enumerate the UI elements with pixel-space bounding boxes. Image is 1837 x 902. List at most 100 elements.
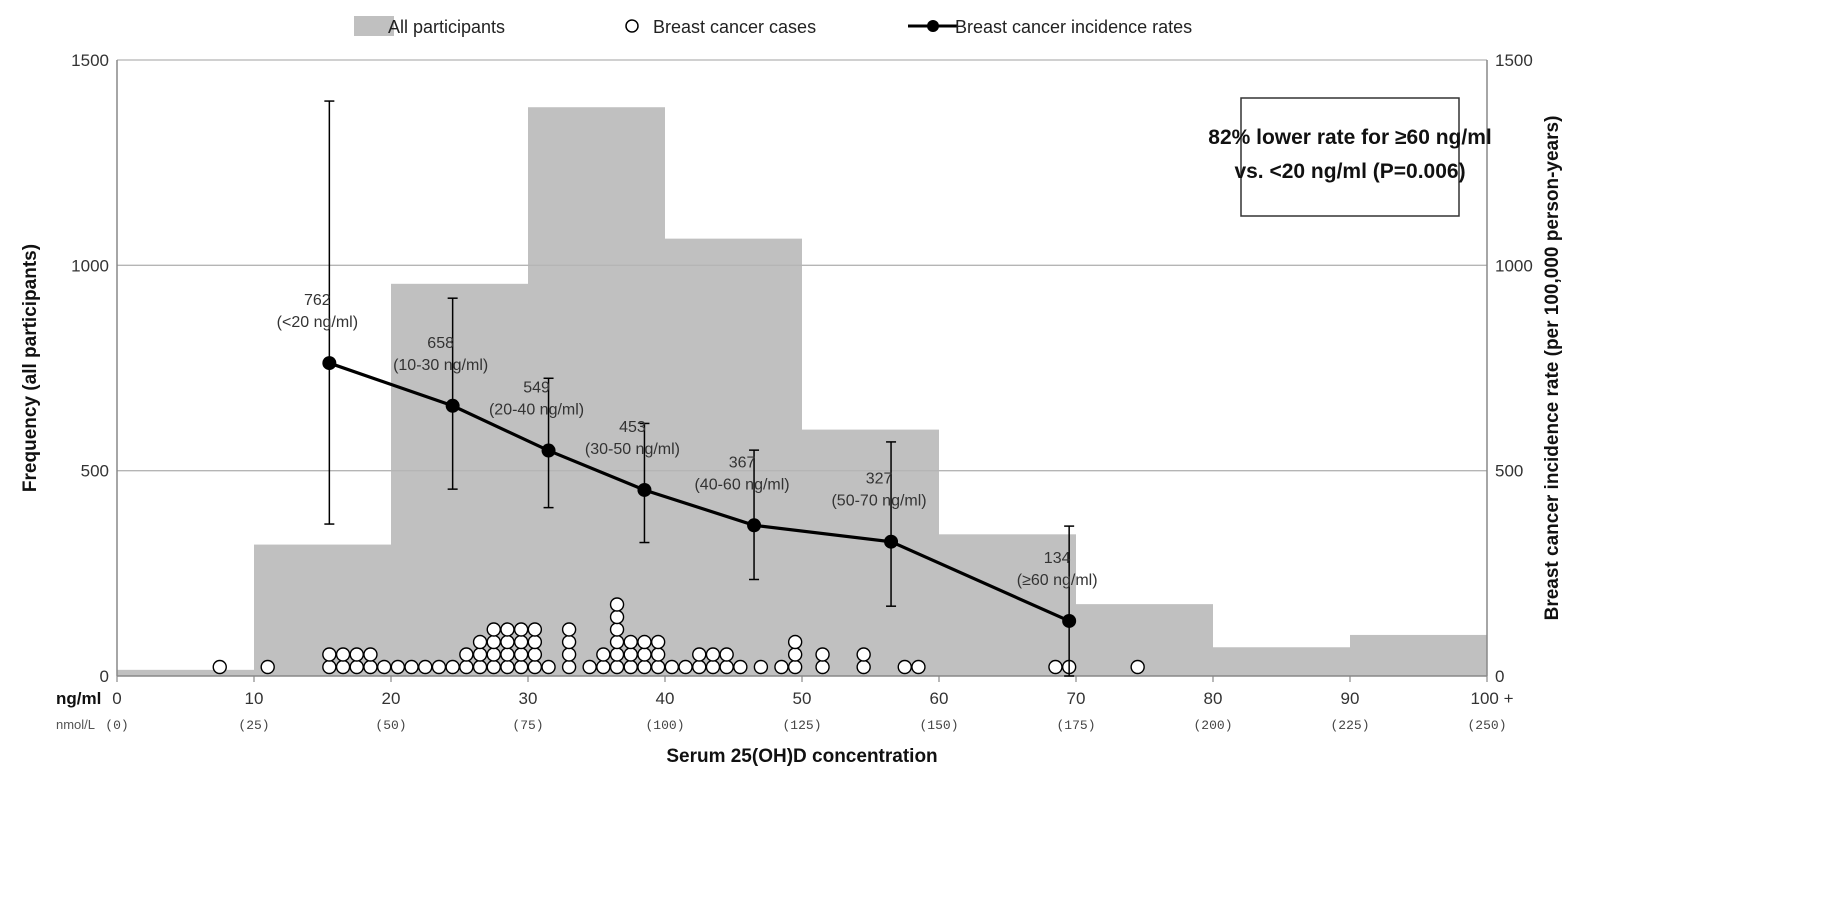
x-tick-nmol-4: (100) — [645, 718, 684, 733]
y-tick-right-0: 0 — [1495, 667, 1504, 686]
case-marker-2-0 — [322, 659, 337, 675]
x-unit-nmol: nmol/L — [56, 717, 95, 732]
case-marker-17-0 — [527, 659, 543, 675]
case-marker-28-0 — [692, 659, 707, 675]
case-marker-15-1 — [500, 647, 515, 662]
rate-marker-2 — [541, 443, 556, 458]
case-marker-11-0 — [445, 659, 460, 675]
case-marker-34-0 — [787, 659, 803, 675]
y-tick-left-0: 0 — [100, 667, 109, 686]
case-marker-6-0 — [376, 659, 392, 675]
rate-value-label-3: 453 — [619, 419, 646, 436]
case-marker-38-0 — [911, 659, 926, 675]
y-right-axis-title: Breast cancer incidence rate (per 100,00… — [1542, 116, 1563, 621]
y-tick-right-3: 1500 — [1495, 51, 1533, 70]
annotation-box: 82% lower rate for ≥60 ng/ml vs. <20 ng/… — [1208, 97, 1492, 217]
case-marker-12-0 — [459, 659, 474, 675]
case-marker-7-0 — [390, 659, 406, 675]
y-ticks-right: 0 500 1000 1500 — [1495, 51, 1533, 686]
case-marker-34-2 — [787, 634, 803, 650]
case-marker-36-0 — [856, 659, 871, 675]
x-tick-label-10: 100 + — [1470, 689, 1513, 708]
case-marker-35-1 — [815, 647, 830, 662]
case-marker-19-0 — [561, 659, 577, 675]
rate-marker-5 — [884, 534, 899, 549]
case-marker-0-0 — [212, 659, 227, 675]
case-marker-24-0 — [637, 659, 652, 675]
case-marker-33-0 — [774, 659, 789, 675]
histogram-bar-0 — [117, 669, 254, 676]
case-marker-13-1 — [472, 647, 488, 662]
rate-value-label-6: 134 — [1044, 550, 1071, 567]
case-marker-19-2 — [561, 634, 577, 650]
case-marker-22-1 — [609, 647, 625, 662]
histogram-bar-4 — [665, 238, 802, 676]
rate-range-label-0: (<20 ng/ml) — [277, 314, 358, 331]
case-marker-39-0 — [1048, 659, 1063, 675]
case-marker-24-1 — [637, 647, 652, 662]
case-marker-14-0 — [486, 659, 501, 675]
case-marker-1-0 — [260, 659, 275, 675]
case-marker-22-3 — [609, 622, 625, 637]
gridlines — [117, 59, 1487, 472]
x-ticks: 0 (0) 10 (25) 20 (50) 30 (75) 40 (100) 50 (125) 60 (1… — [105, 676, 1514, 733]
x-tick-nmol-10: (250) — [1467, 718, 1506, 733]
annotation-line-1: 82% lower rate for ≥60 ng/ml — [1208, 126, 1491, 149]
case-marker-19-3 — [561, 622, 577, 637]
y-tick-left-1: 500 — [81, 462, 109, 481]
case-marker-16-1 — [513, 647, 529, 662]
case-marker-22-5 — [609, 597, 625, 612]
case-marker-20-0 — [582, 659, 597, 675]
x-tick-label-0: 0 — [112, 689, 121, 708]
case-marker-31-0 — [733, 659, 748, 675]
rate-range-label-1: (10-30 ng/ml) — [393, 357, 488, 374]
case-marker-15-0 — [500, 659, 515, 675]
case-markers — [212, 597, 1145, 675]
rate-marker-0 — [322, 356, 337, 371]
case-marker-32-0 — [753, 659, 769, 675]
x-tick-label-8: 80 — [1204, 689, 1223, 708]
annotation-line-2: vs. <20 ng/ml (P=0.006) — [1234, 160, 1465, 183]
x-tick-nmol-9: (225) — [1330, 718, 1369, 733]
case-marker-37-0 — [897, 659, 912, 675]
histogram-bar-6 — [939, 534, 1076, 676]
case-marker-23-1 — [623, 647, 638, 662]
x-axis-title: Serum 25(OH)D concentration — [666, 746, 937, 767]
case-marker-25-0 — [650, 659, 666, 675]
case-marker-25-1 — [650, 647, 666, 662]
case-marker-14-3 — [486, 622, 501, 637]
x-tick-label-1: 10 — [245, 689, 264, 708]
case-marker-3-0 — [335, 659, 351, 675]
case-marker-23-0 — [623, 659, 638, 675]
rate-marker-1 — [445, 398, 460, 413]
x-tick-nmol-1: (25) — [238, 718, 269, 733]
rate-value-label-2: 549 — [523, 380, 550, 397]
y-tick-left-3: 1500 — [71, 51, 109, 70]
case-marker-29-0 — [705, 659, 721, 675]
legend-rates-marker — [927, 20, 939, 32]
case-marker-24-2 — [637, 634, 652, 650]
case-marker-15-2 — [500, 634, 515, 650]
rate-value-label-0: 762 — [304, 292, 331, 309]
rate-marker-3 — [637, 482, 652, 497]
x-tick-label-7: 70 — [1067, 689, 1086, 708]
case-marker-18-0 — [541, 659, 556, 675]
rate-range-label-6: (≥60 ng/ml) — [1017, 572, 1098, 589]
rate-marker-4 — [747, 518, 762, 533]
case-marker-36-1 — [856, 647, 871, 662]
case-marker-30-0 — [719, 659, 734, 675]
rate-value-label-5: 327 — [866, 471, 893, 488]
case-marker-13-0 — [472, 659, 488, 675]
legend-participants-label: All participants — [388, 17, 505, 37]
case-marker-23-2 — [623, 634, 638, 650]
x-tick-nmol-5: (125) — [782, 718, 821, 733]
case-marker-17-3 — [527, 622, 543, 637]
x-tick-nmol-8: (200) — [1193, 718, 1232, 733]
histogram-bar-2 — [391, 283, 528, 676]
rate-labels: 762 (<20 ng/ml) 658 (10-30 ng/ml) 549 (20-40 … — [277, 292, 1098, 589]
x-tick-label-4: 40 — [656, 689, 675, 708]
case-marker-15-3 — [500, 622, 515, 637]
case-marker-21-1 — [596, 647, 611, 662]
histogram-bar-9 — [1350, 634, 1487, 676]
